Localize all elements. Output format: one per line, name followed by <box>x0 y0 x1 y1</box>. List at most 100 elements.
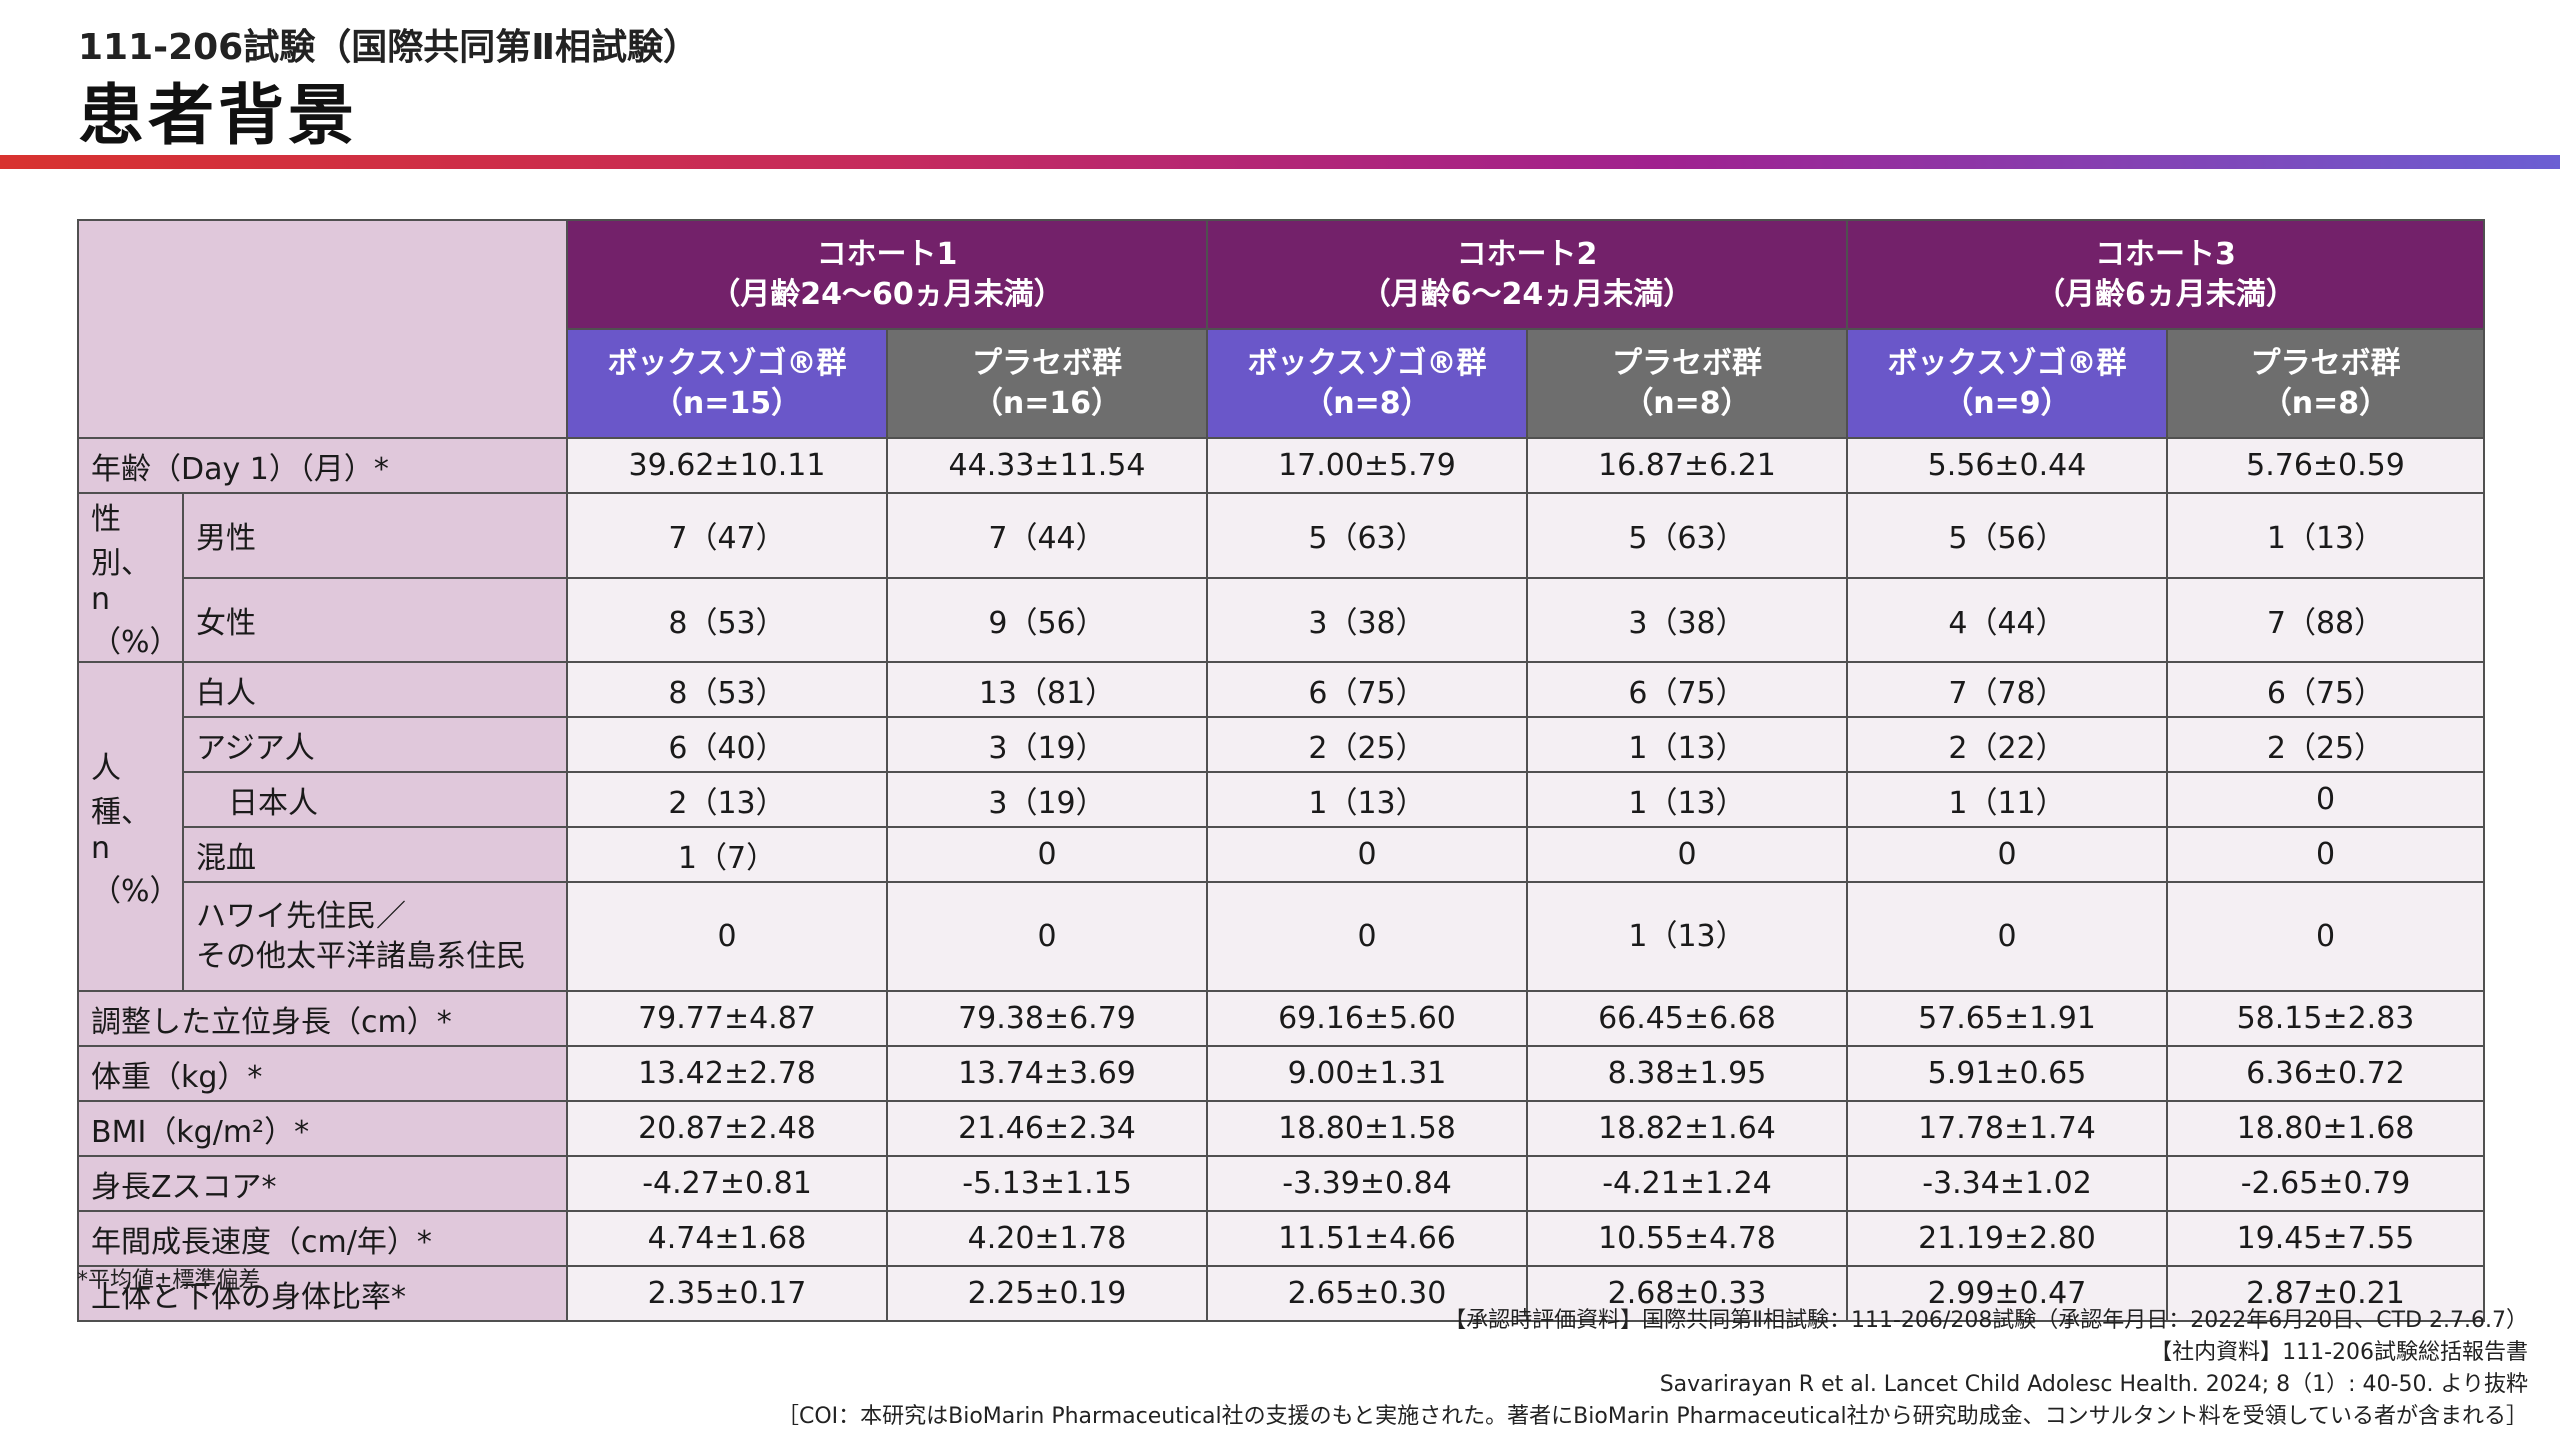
table-cell: -3.39±0.84 <box>1206 1155 1528 1212</box>
table-cell: 0 <box>1206 826 1528 883</box>
table-cell: 1（13） <box>1526 716 1848 773</box>
reference-line: ［COI：本研究はBioMarin Pharmaceutical社の支援のもと実… <box>776 1404 2528 1429</box>
table-cell: 1（13） <box>1206 771 1528 828</box>
table-cell: 0 <box>2166 881 2485 992</box>
references: 【承認時評価資料】国際共同第Ⅱ相試験：111-206/208試験（承認年月日：2… <box>777 1305 2528 1433</box>
table-cell: 8（53） <box>566 576 888 663</box>
group-header-placebo-c1: プラセボ群 （n=16） <box>886 328 1208 439</box>
row-label-female: 女性 <box>182 576 568 663</box>
patient-background-table: コホート1 （月齢24〜60ヵ月未満） コホート2 （月齢6〜24ヵ月未満） コ… <box>77 219 2485 1322</box>
table-cell: 3（38） <box>1206 576 1528 663</box>
table-cell: 0 <box>2166 826 2485 883</box>
table-cell: 6（75） <box>2166 661 2485 718</box>
row-label-ratio: 上体と下体の身体比率* <box>77 1265 568 1322</box>
reference-line: Savarirayan R et al. Lancet Child Adoles… <box>1659 1372 2528 1397</box>
table-cell: 2.99±0.47 <box>1846 1265 2168 1322</box>
table-cell: 13.74±3.69 <box>886 1045 1208 1102</box>
table-row-hawaiian: ハワイ先住民／ その他太平洋諸島系住民 0 0 0 1（13） 0 0 <box>78 881 2485 992</box>
table-cell: 18.82±1.64 <box>1526 1100 1848 1157</box>
group-header-placebo-c3: プラセボ群 （n=8） <box>2166 328 2485 439</box>
table-cell: 6（40） <box>566 716 888 773</box>
row-label-bmi: BMI（kg/m²）* <box>77 1100 568 1157</box>
table-cell: 16.87±6.21 <box>1526 437 1848 494</box>
table-cell: 4.74±1.68 <box>566 1210 888 1267</box>
table-cell: 0 <box>886 881 1208 992</box>
table-cell: 0 <box>1846 881 2168 992</box>
table-row-male: 性別、 n（%） 男性 7（47） 7（44） 5（63） 5（63） 5（56… <box>77 492 2485 663</box>
table-row-mixed: 混血 1（7） 0 0 0 0 0 <box>78 826 2485 883</box>
table-cell: 2.68±0.33 <box>1526 1265 1848 1322</box>
table-cell: 2.35±0.17 <box>566 1265 888 1322</box>
table-cell: 1（13） <box>1526 771 1848 828</box>
table-cell: 7（78） <box>1846 661 2168 718</box>
table-cell: 2.65±0.30 <box>1206 1265 1528 1322</box>
table-cell: 2（25） <box>2166 716 2485 773</box>
table-cell: 17.78±1.74 <box>1846 1100 2168 1157</box>
group-header-voxzogo-c1: ボックスゾゴ®群 （n=15） <box>566 328 888 439</box>
cohort-1-header: コホート1 （月齢24〜60ヵ月未満） <box>566 219 1208 330</box>
table-cell: 9.00±1.31 <box>1206 1045 1528 1102</box>
study-subtitle: 111-206試験（国際共同第Ⅱ相試験） <box>78 27 699 68</box>
gradient-divider <box>0 155 2560 169</box>
cohort-2-header: コホート2 （月齢6〜24ヵ月未満） <box>1206 219 1848 330</box>
table-cell: 19.45±7.55 <box>2166 1210 2485 1267</box>
table-corner <box>77 219 568 439</box>
table-cell: 2（13） <box>566 771 888 828</box>
table-cell: 1（7） <box>566 826 888 883</box>
table-cell: 4.20±1.78 <box>886 1210 1208 1267</box>
table-cell: 1（11） <box>1846 771 2168 828</box>
table-cell: 58.15±2.83 <box>2166 990 2485 1047</box>
table-cell: 5（63） <box>1526 492 1848 579</box>
row-label-height: 調整した立位身長（cm）* <box>77 990 568 1047</box>
table-cell: 13（81） <box>886 661 1208 718</box>
table-cell: 7（88） <box>2166 576 2485 663</box>
page-title: 患者背景 <box>78 77 358 154</box>
row-label-asian: アジア人 <box>182 716 568 773</box>
table-cell: 39.62±10.11 <box>566 437 888 494</box>
table-cell: 57.65±1.91 <box>1846 990 2168 1047</box>
table-cell: 0 <box>1206 881 1528 992</box>
table-cell: 18.80±1.68 <box>2166 1100 2485 1157</box>
table-cell: -2.65±0.79 <box>2166 1155 2485 1212</box>
table-cell: 0 <box>2166 771 2485 828</box>
row-label-age: 年齢（Day 1）（月）* <box>77 437 568 494</box>
row-label-zscore: 身長Zスコア* <box>77 1155 568 1212</box>
table-cell: 5（63） <box>1206 492 1528 579</box>
table-cell: 0 <box>1846 826 2168 883</box>
table-cell: 3（38） <box>1526 576 1848 663</box>
footnote: *平均値±標準偏差 <box>77 1268 261 1293</box>
table-row-female: 女性 8（53） 9（56） 3（38） 3（38） 4（44） 7（88） <box>78 576 2485 663</box>
table-cell: 2.87±0.21 <box>2166 1265 2485 1322</box>
row-label-agv: 年間成長速度（cm/年）* <box>77 1210 568 1267</box>
row-label-hawaiian: ハワイ先住民／ その他太平洋諸島系住民 <box>182 881 568 992</box>
table-row-asian: アジア人 6（40） 3（19） 2（25） 1（13） 2（22） 2（25） <box>78 716 2485 773</box>
table-cell: 0 <box>886 826 1208 883</box>
table-cell: 2（22） <box>1846 716 2168 773</box>
table-cell: 1（13） <box>1526 881 1848 992</box>
table-cell: 6（75） <box>1526 661 1848 718</box>
table-row-bmi: BMI（kg/m²）* 20.87±2.48 21.46±2.34 18.80±… <box>77 1100 2485 1157</box>
table-cell: 6（75） <box>1206 661 1528 718</box>
table-row-agv: 年間成長速度（cm/年）* 4.74±1.68 4.20±1.78 11.51±… <box>77 1210 2485 1267</box>
table-cell: 20.87±2.48 <box>566 1100 888 1157</box>
table-cell: 4（44） <box>1846 576 2168 663</box>
table-cell: 8.38±1.95 <box>1526 1045 1848 1102</box>
table-row-height: 調整した立位身長（cm）* 79.77±4.87 79.38±6.79 69.1… <box>77 990 2485 1047</box>
row-label-mixed: 混血 <box>182 826 568 883</box>
table-cell: 13.42±2.78 <box>566 1045 888 1102</box>
table-cell: 5.56±0.44 <box>1846 437 2168 494</box>
group-header-voxzogo-c2: ボックスゾゴ®群 （n=8） <box>1206 328 1528 439</box>
row-group-label-race: 人種、 n（%） <box>77 661 184 992</box>
group-header-voxzogo-c3: ボックスゾゴ®群 （n=9） <box>1846 328 2168 439</box>
table-cell: 0 <box>1526 826 1848 883</box>
table-row-white: 人種、 n（%） 白人 8（53） 13（81） 6（75） 6（75） 7（7… <box>77 661 2485 992</box>
group-header-placebo-c2: プラセボ群 （n=8） <box>1526 328 1848 439</box>
table-row-japanese: 日本人 2（13） 3（19） 1（13） 1（13） 1（11） 0 <box>78 771 2485 828</box>
table-cell: 0 <box>566 881 888 992</box>
table-cell: 7（44） <box>886 492 1208 579</box>
table-cell: 2.25±0.19 <box>886 1265 1208 1322</box>
table-cell: -3.34±1.02 <box>1846 1155 2168 1212</box>
row-group-label-sex: 性別、 n（%） <box>77 492 184 663</box>
table-cell: 6.36±0.72 <box>2166 1045 2485 1102</box>
table-cell: 11.51±4.66 <box>1206 1210 1528 1267</box>
